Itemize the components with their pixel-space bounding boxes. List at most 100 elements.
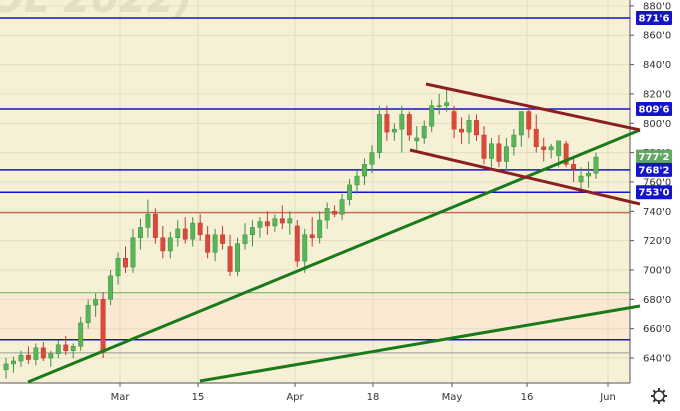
- candle-body: [78, 322, 84, 347]
- candle-body: [406, 114, 412, 136]
- y-tick-label: 880'0: [643, 1, 671, 12]
- y-tick-label: 720'0: [643, 236, 671, 247]
- candle-body: [593, 156, 599, 174]
- candle-body: [309, 234, 315, 238]
- x-tick-label: Mar: [111, 392, 131, 403]
- y-tick-label: 840'0: [643, 60, 671, 71]
- candle-body: [279, 218, 285, 224]
- candle-body: [48, 353, 54, 359]
- x-tick-label: 16: [521, 392, 534, 403]
- candle-body: [108, 275, 114, 300]
- candle-body: [175, 228, 181, 238]
- x-tick-label: Apr: [286, 392, 304, 403]
- candle-body: [18, 354, 24, 362]
- candle-body: [481, 134, 487, 159]
- channel-line-upper: [425, 82, 641, 132]
- candle-body: [100, 299, 106, 353]
- candle-body: [362, 164, 367, 177]
- candle-body: [503, 146, 509, 162]
- price-tag-label: 768'2: [639, 165, 670, 176]
- x-tick-label: Jun: [599, 392, 616, 403]
- candle-body: [571, 164, 577, 170]
- y-tick-label: 760'0: [643, 177, 671, 188]
- candle-body: [70, 346, 76, 351]
- candle-body: [212, 234, 218, 253]
- candle-body: [182, 228, 188, 240]
- candle-body: [190, 222, 196, 240]
- candle-body: [518, 111, 524, 136]
- candle-body: [586, 172, 591, 177]
- y-tick-label: 820'0: [643, 89, 671, 100]
- candle-body: [63, 344, 69, 351]
- candle-body: [242, 234, 248, 244]
- candle-body: [563, 143, 569, 165]
- y-tick-label: 700'0: [643, 266, 671, 277]
- candle-body: [227, 246, 233, 272]
- price-tag: [636, 162, 672, 177]
- candle-body: [369, 152, 375, 165]
- candle-body: [85, 304, 91, 324]
- y-tick-label: 660'0: [643, 324, 671, 335]
- candle-body: [496, 143, 502, 162]
- trendline-support-upper: [27, 128, 641, 384]
- candle-body: [466, 120, 472, 133]
- candle-body: [384, 114, 390, 133]
- candle-body: [391, 128, 397, 133]
- candle-body: [145, 213, 151, 228]
- candle-body: [421, 125, 427, 139]
- candle-body: [324, 208, 330, 221]
- price-tag-label: 777'2: [639, 152, 670, 163]
- candle-body: [25, 354, 31, 360]
- candle-body: [3, 363, 9, 371]
- candle-body: [197, 222, 203, 236]
- candle-body: [205, 234, 211, 253]
- candle-body: [459, 128, 465, 133]
- candle-body: [152, 213, 158, 238]
- candle-body: [264, 221, 270, 227]
- candle-body: [123, 258, 128, 268]
- price-tag: [636, 185, 672, 200]
- candle-body: [436, 105, 442, 107]
- candle-body: [93, 299, 99, 306]
- candle-body: [40, 347, 46, 359]
- candle-body: [429, 105, 435, 127]
- price-tag: [636, 10, 672, 25]
- candle-body: [339, 199, 345, 215]
- candle-body: [526, 111, 532, 130]
- candle-body: [11, 360, 16, 365]
- candle-body: [235, 243, 240, 272]
- candle-body: [332, 211, 338, 215]
- candle-body: [533, 128, 539, 147]
- candle-body: [347, 184, 352, 200]
- y-tick-label: 740'0: [643, 207, 671, 218]
- candle-body: [137, 227, 143, 238]
- candle-body: [55, 344, 61, 354]
- candle-body: [578, 175, 584, 183]
- x-tick-label: May: [442, 392, 463, 403]
- candle-body: [511, 134, 517, 147]
- plot-band-upper: [0, 0, 630, 293]
- candle-body: [414, 137, 420, 142]
- trendline-support-lower: [199, 304, 641, 383]
- candle-body: [451, 111, 457, 130]
- candle-body: [167, 237, 173, 252]
- price-tag-label: 753'0: [639, 188, 670, 199]
- candle-body: [33, 347, 39, 360]
- candle-body: [488, 143, 494, 159]
- candle-body: [541, 146, 547, 150]
- candle-body: [287, 218, 293, 224]
- y-tick-label: 860'0: [643, 31, 671, 42]
- price-tag-label: 809'6: [639, 104, 670, 115]
- candle-body: [272, 218, 278, 227]
- candle-body: [160, 237, 166, 252]
- candle-body: [130, 237, 136, 268]
- y-tick-label: 800'0: [643, 119, 671, 130]
- candle-body: [220, 234, 226, 244]
- channel-line-lower: [409, 148, 641, 206]
- candle-body: [556, 140, 562, 156]
- candle-body: [399, 114, 405, 130]
- settings-gear-icon[interactable]: [651, 388, 667, 404]
- x-tick-label: 18: [367, 392, 380, 403]
- x-tick-label: 15: [192, 392, 205, 403]
- candle-body: [257, 221, 263, 228]
